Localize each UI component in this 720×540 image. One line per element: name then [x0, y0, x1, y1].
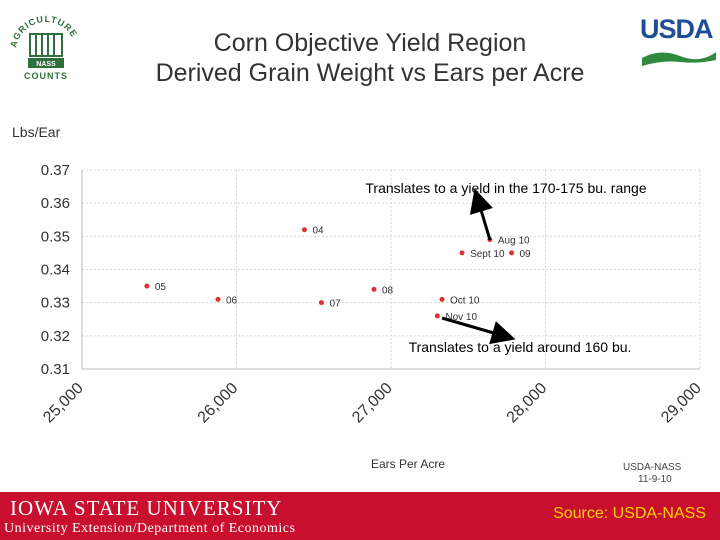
- annotation-arrow-down: [441, 316, 516, 345]
- x-tick-label: 26,000: [195, 380, 242, 427]
- logo-badge: NASS: [36, 61, 56, 68]
- data-point: [301, 227, 307, 233]
- point-label: 08: [382, 285, 394, 296]
- point-label: Aug 10: [498, 236, 530, 247]
- annotation-upper: Translates to a yield in the 170-175 bu.…: [365, 180, 646, 196]
- y-tick-label: 0.37: [41, 162, 70, 179]
- page-title: Corn Objective Yield Region Derived Grai…: [100, 28, 640, 88]
- x-tick-label: 28,000: [504, 380, 551, 427]
- point-label: Nov 10: [445, 312, 477, 323]
- usda-logo: USDA: [640, 14, 718, 74]
- y-tick-label: 0.33: [41, 295, 70, 312]
- x-tick-label: 27,000: [349, 380, 396, 427]
- annotation-lower: Translates to a yield around 160 bu.: [409, 339, 632, 355]
- credit-line-1: USDA-NASS: [623, 462, 682, 473]
- y-axis-label: Lbs/Ear: [12, 124, 61, 140]
- data-point: [509, 250, 515, 256]
- data-point: [371, 286, 377, 292]
- y-tick-label: 0.35: [41, 228, 70, 245]
- data-point: [318, 300, 324, 306]
- title-line-2: Derived Grain Weight vs Ears per Acre: [155, 59, 585, 87]
- point-label: Sept 10: [470, 249, 505, 260]
- y-tick-label: 0.31: [41, 361, 70, 378]
- point-label: 04: [312, 226, 324, 237]
- credit-line-2: 11-9-10: [638, 474, 672, 485]
- usda-logo-text: USDA: [640, 14, 714, 44]
- data-point: [439, 296, 445, 302]
- department-name: University Extension/Department of Econo…: [4, 521, 296, 536]
- point-label: 09: [520, 249, 532, 260]
- title-line-1: Corn Objective Yield Region: [213, 29, 527, 57]
- agriculture-counts-logo: AGRICULTURE NASS COUNTS: [6, 8, 86, 88]
- y-tick-label: 0.34: [41, 262, 70, 279]
- footer-bar: IOWA STATE UNIVERSITY University Extensi…: [0, 492, 720, 540]
- scatter-chart: 0.37 0.36 0.35 0.34 0.33 0.32 0.31 25,000 26,00…: [40, 162, 705, 471]
- point-label: Oct 10: [450, 295, 480, 306]
- chart-credit: USDA-NASS 11-9-10: [623, 462, 681, 486]
- source-note: Source: USDA-NASS: [553, 505, 706, 522]
- data-point: [459, 250, 465, 256]
- x-tick-label: 29,000: [658, 380, 705, 427]
- university-name: IOWA STATE UNIVERSITY: [10, 496, 283, 520]
- point-label: 05: [155, 282, 167, 293]
- y-tick-label: 0.32: [41, 328, 70, 345]
- y-tick-label: 0.36: [41, 195, 70, 212]
- logo-bottom-text: COUNTS: [24, 71, 68, 81]
- x-axis-label: Ears Per Acre: [371, 457, 445, 471]
- point-label: 07: [329, 299, 341, 310]
- x-tick-label: 25,000: [40, 380, 87, 427]
- point-label: 06: [226, 295, 238, 306]
- data-point: [144, 283, 150, 289]
- data-point: [434, 313, 440, 319]
- annotation-arrow-up: [469, 188, 493, 241]
- data-point: [215, 296, 221, 302]
